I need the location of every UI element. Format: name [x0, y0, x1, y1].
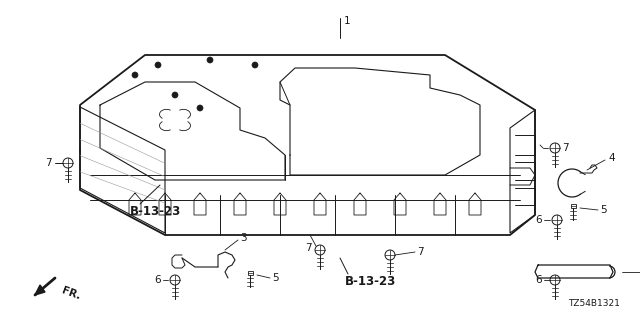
Text: 7: 7	[417, 247, 424, 257]
Text: 7: 7	[305, 243, 312, 253]
Text: 7: 7	[562, 143, 568, 153]
Circle shape	[155, 62, 161, 68]
Text: TZ54B1321: TZ54B1321	[568, 299, 620, 308]
Text: 6: 6	[536, 275, 542, 285]
Polygon shape	[35, 285, 45, 295]
Circle shape	[197, 105, 203, 111]
Circle shape	[132, 72, 138, 78]
Circle shape	[252, 62, 258, 68]
Text: 7: 7	[45, 158, 52, 168]
Circle shape	[172, 92, 178, 98]
Text: 4: 4	[608, 153, 614, 163]
Bar	[248, 271, 253, 275]
Text: 1: 1	[344, 16, 351, 26]
Circle shape	[207, 57, 213, 63]
Bar	[570, 204, 575, 208]
Text: 5: 5	[272, 273, 278, 283]
Text: 6: 6	[154, 275, 161, 285]
Text: 6: 6	[536, 215, 542, 225]
Text: 3: 3	[240, 233, 246, 243]
Text: B-13-23: B-13-23	[345, 275, 396, 288]
Text: B-13-23: B-13-23	[130, 205, 181, 218]
Text: 5: 5	[600, 205, 607, 215]
Text: FR.: FR.	[60, 285, 82, 301]
